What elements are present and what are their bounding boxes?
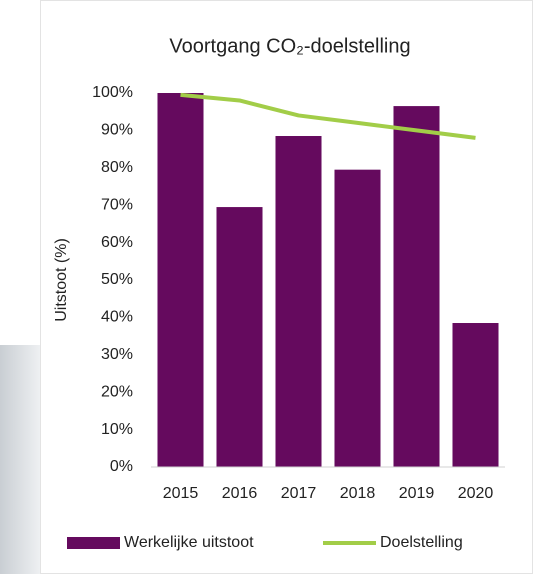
- x-tick-label: 2019: [399, 485, 435, 502]
- bar: [275, 136, 321, 467]
- y-tick-label: 10%: [101, 421, 133, 438]
- x-tick-label: 2018: [340, 485, 376, 502]
- bar: [216, 207, 262, 467]
- y-axis-title: Uitstoot (%): [53, 238, 70, 322]
- background-photo: [0, 345, 40, 574]
- bar: [157, 93, 203, 467]
- x-tick-label: 2015: [163, 485, 199, 502]
- x-tick-label: 2017: [281, 485, 317, 502]
- bar: [452, 323, 498, 467]
- y-tick-label: 30%: [101, 346, 133, 363]
- y-tick-label: 40%: [101, 309, 133, 326]
- legend-label: Werkelijke uitstoot: [124, 534, 254, 551]
- y-tick-label: 50%: [101, 271, 133, 288]
- bar: [393, 106, 439, 467]
- y-tick-label: 60%: [101, 234, 133, 251]
- bar: [334, 170, 380, 467]
- y-tick-label: 70%: [101, 196, 133, 213]
- x-tick-label: 2016: [222, 485, 258, 502]
- legend-label: Doelstelling: [380, 534, 463, 551]
- y-tick-label: 80%: [101, 159, 133, 176]
- chart: Voortgang CO₂-doelstelling Uitstoot (%) …: [0, 0, 533, 574]
- y-tick-label: 0%: [110, 458, 133, 475]
- y-tick-label: 100%: [92, 84, 133, 101]
- y-tick-label: 20%: [101, 383, 133, 400]
- y-tick-label: 90%: [101, 122, 133, 139]
- x-tick-label: 2020: [458, 485, 494, 502]
- chart-title: Voortgang CO₂-doelstelling: [169, 35, 410, 57]
- legend-swatch: [67, 537, 120, 549]
